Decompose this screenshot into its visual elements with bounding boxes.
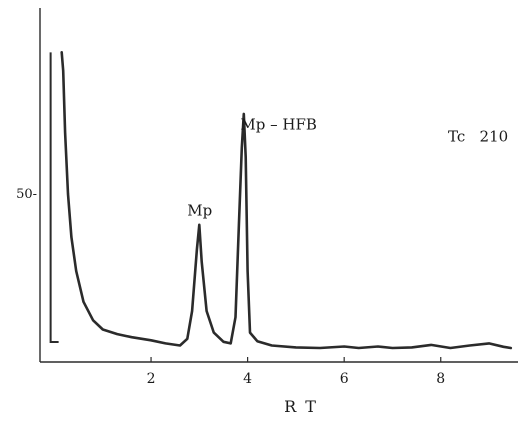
injection-marker [49,52,59,343]
annotations: Mp Mp – HFB Tc 210 [187,115,508,219]
peak-label-mp-hfb: Mp – HFB [240,115,317,133]
x-axis-ticks: 2 4 6 8 [147,357,445,387]
series-group [60,51,513,350]
y-tick-label: 50- [16,187,37,202]
x-tick-label: 8 [436,371,445,387]
x-tick-label: 4 [243,371,252,387]
y-axis-ticks: 50- [16,187,37,202]
series-line [60,51,513,350]
x-tick-label: 6 [340,371,349,387]
condition-label-tc: Tc 210 [448,128,508,146]
x-tick-label: 2 [147,371,156,387]
injection-marker-line [49,52,59,343]
peak-label-mp: Mp [187,202,212,220]
x-axis-title: R T [284,397,318,416]
